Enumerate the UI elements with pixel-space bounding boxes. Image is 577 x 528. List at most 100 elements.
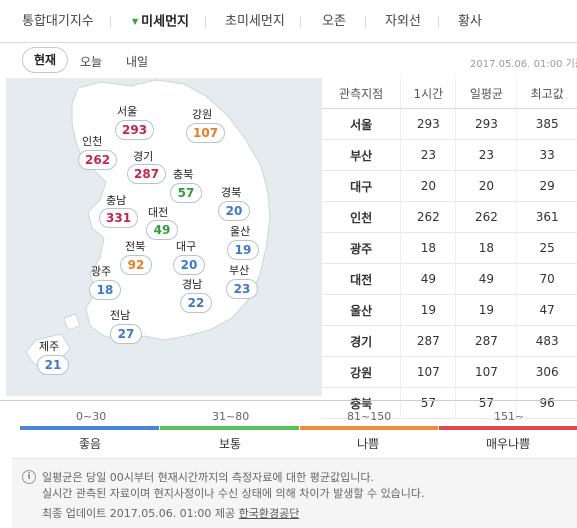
legend-range-normal: 31~80 xyxy=(212,410,250,423)
region-label-daegu: 대구 xyxy=(176,240,197,253)
time-subtabs: 현재 오늘 내일 2017.05.06. 01:00 기준 xyxy=(0,43,577,77)
station-name: 대구 xyxy=(322,170,401,202)
cell: 385 xyxy=(516,108,577,140)
region-value-chungnam[interactable]: 331 xyxy=(99,208,139,228)
cell: 57 xyxy=(400,387,456,419)
updated-text: 최종 업데이트 2017.05.06. 01:00 제공 xyxy=(42,507,236,520)
korea-map: 서울 293 강원 107 인천 262 경기 287 충북 57 경북 20 … xyxy=(6,78,322,396)
region-label-gangwon: 강원 xyxy=(192,108,213,121)
tab-fine-dust[interactable]: ▼ 미세먼지 xyxy=(132,0,189,42)
region-label-gyeongbuk: 경북 xyxy=(221,186,242,199)
table-row: 강원 107 107 306 xyxy=(322,356,577,388)
region-value-gyeongnam[interactable]: 22 xyxy=(180,293,212,313)
legend-bar-bad xyxy=(300,426,438,430)
station-name: 서울 xyxy=(322,108,401,140)
cell: 25 xyxy=(516,232,577,264)
cell: 70 xyxy=(516,263,577,295)
subtab-current[interactable]: 현재 xyxy=(22,47,68,73)
tab-ultrafine-dust[interactable]: 초미세먼지 xyxy=(225,14,285,29)
divider xyxy=(438,16,439,28)
tab-uv[interactable]: 자외선 xyxy=(385,14,421,29)
table-header-row: 관측지점 1시간 일평균 최고값 xyxy=(322,78,577,109)
tab-integrated-index[interactable]: 통합대기지수 xyxy=(22,14,94,29)
station-name: 부산 xyxy=(322,139,401,171)
cell: 20 xyxy=(400,170,456,202)
legend-label-bad: 나쁨 xyxy=(357,437,380,451)
table-row: 인천 262 262 361 xyxy=(322,201,577,233)
cell: 107 xyxy=(400,356,456,388)
tab-ozone[interactable]: 오존 xyxy=(322,14,346,29)
provider-link[interactable]: 한국환경공단 xyxy=(238,507,300,520)
station-name: 광주 xyxy=(322,232,401,264)
category-tabs: 통합대기지수 ▼ 미세먼지 초미세먼지 오존 자외선 황사 xyxy=(0,0,577,43)
cell: 287 xyxy=(455,325,517,357)
cell: 19 xyxy=(400,294,456,326)
cell: 361 xyxy=(516,201,577,233)
table-row: 경기 287 287 483 xyxy=(322,325,577,357)
cell: 19 xyxy=(455,294,517,326)
region-value-gyeongbuk[interactable]: 20 xyxy=(218,201,250,221)
region-value-ulsan[interactable]: 19 xyxy=(227,240,259,260)
col-daily-avg: 일평균 xyxy=(455,78,517,109)
region-label-jeju: 제주 xyxy=(39,340,60,353)
station-name: 충북 xyxy=(322,387,401,419)
region-value-jeonbuk[interactable]: 92 xyxy=(120,255,152,275)
legend-label-good: 좋음 xyxy=(79,437,102,451)
region-label-gyeonggi: 경기 xyxy=(133,150,154,163)
cell: 57 xyxy=(455,387,517,419)
region-value-daegu[interactable]: 20 xyxy=(173,255,205,275)
station-name: 경기 xyxy=(322,325,401,357)
timestamp: 2017.05.06. 01:00 기준 xyxy=(470,59,577,70)
cell: 107 xyxy=(455,356,517,388)
note-line-2: 실시간 관측된 자료이며 현지사정이나 수신 상태에 의해 차이가 발생할 수 … xyxy=(42,487,425,500)
region-value-seoul[interactable]: 293 xyxy=(115,120,155,140)
region-value-incheon[interactable]: 262 xyxy=(78,150,118,170)
region-value-busan[interactable]: 23 xyxy=(226,279,258,299)
table-row: 울산 19 19 47 xyxy=(322,294,577,326)
note-updated: 최종 업데이트 2017.05.06. 01:00 제공 한국환경공단 xyxy=(42,505,299,521)
station-name: 대전 xyxy=(322,263,401,295)
region-label-ulsan: 울산 xyxy=(230,225,251,238)
legend-range-good: 0~30 xyxy=(76,410,107,423)
region-value-chungbuk[interactable]: 57 xyxy=(170,183,202,203)
table-row: 광주 18 18 25 xyxy=(322,232,577,264)
region-value-gangwon[interactable]: 107 xyxy=(186,123,226,143)
tab-yellow-dust[interactable]: 황사 xyxy=(458,14,482,29)
cell: 49 xyxy=(400,263,456,295)
cell: 483 xyxy=(516,325,577,357)
subtab-today[interactable]: 오늘 xyxy=(80,55,103,69)
info-note: i 일평균은 당일 00시부터 현재시간까지의 측정자료에 대한 평균값입니다.… xyxy=(12,458,577,528)
region-value-jeonnam[interactable]: 27 xyxy=(110,324,142,344)
legend-range-bad: 81~150 xyxy=(347,410,392,423)
cell: 20 xyxy=(455,170,517,202)
legend-label-very-bad: 매우나쁨 xyxy=(486,437,531,451)
cell: 47 xyxy=(516,294,577,326)
region-value-daejeon[interactable]: 49 xyxy=(146,220,178,240)
legend-label-normal: 보통 xyxy=(219,437,242,451)
legend-range-very-bad: 151~ xyxy=(494,410,525,423)
region-value-gwangju[interactable]: 18 xyxy=(89,280,121,300)
cell: 293 xyxy=(455,108,517,140)
legend-bar-good xyxy=(20,426,159,430)
legend-bar-very-bad xyxy=(439,426,577,430)
region-label-seoul: 서울 xyxy=(117,105,138,118)
col-max: 최고값 xyxy=(516,78,577,109)
cell: 262 xyxy=(400,201,456,233)
cell: 96 xyxy=(516,387,577,419)
col-1hour: 1시간 xyxy=(400,78,456,109)
subtab-tomorrow[interactable]: 내일 xyxy=(126,55,149,69)
region-label-incheon: 인천 xyxy=(82,135,103,148)
region-label-busan: 부산 xyxy=(229,264,250,277)
cell: 49 xyxy=(455,263,517,295)
tab-fine-dust-label: 미세먼지 xyxy=(141,14,189,30)
region-value-jeju[interactable]: 21 xyxy=(37,355,69,375)
divider xyxy=(365,16,366,28)
cell: 306 xyxy=(516,356,577,388)
cell: 23 xyxy=(455,139,517,171)
region-label-chungbuk: 충북 xyxy=(173,168,194,181)
cell: 287 xyxy=(400,325,456,357)
table-row: 부산 23 23 33 xyxy=(322,139,577,171)
divider xyxy=(205,16,206,28)
region-value-gyeonggi[interactable]: 287 xyxy=(127,164,167,184)
legend-bar-normal xyxy=(160,426,299,430)
